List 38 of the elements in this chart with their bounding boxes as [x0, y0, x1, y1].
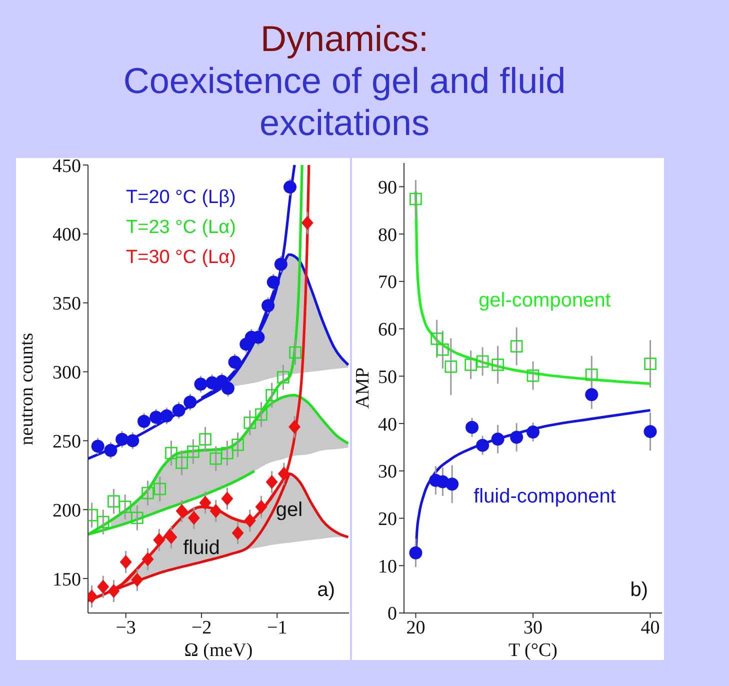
series-label: fluid-component [474, 485, 616, 508]
x-tick-label: 40 [640, 617, 660, 638]
y-axis-title: AMP [352, 367, 374, 409]
y-tick-label: 70 [378, 272, 397, 294]
x-tick-label: −1 [267, 617, 288, 638]
annotation: b) [630, 579, 648, 602]
x-tick-label: −3 [116, 617, 136, 638]
y-tick-label: 10 [378, 556, 397, 578]
x-tick-label: −2 [191, 617, 212, 638]
y-tick-label: 150 [52, 569, 81, 590]
text: T=20 °C (Lβ) [126, 186, 236, 210]
y-tick-label: 200 [52, 500, 81, 522]
y-tick-label: 60 [378, 320, 397, 341]
text: T=30 °C (Lα) [126, 246, 236, 270]
y-tick-label: 300 [52, 362, 81, 384]
y-tick-label: 0 [388, 604, 397, 625]
y-tick-label: 50 [378, 366, 397, 388]
y-tick-label: 400 [52, 224, 81, 246]
y-tick-label: 450 [52, 156, 81, 177]
chart-subtitle: Coexistence of gel and fluid excitations [122, 60, 567, 144]
series-label: gel [276, 498, 303, 521]
x-tick-label: 20 [406, 617, 426, 638]
y-tick-label: 350 [52, 294, 81, 315]
text: T=23 °C (Lα) [126, 216, 236, 240]
text: gel-component [478, 290, 612, 312]
y-tick-label: 40 [378, 414, 397, 436]
x-axis-title: T (°C) [508, 640, 558, 661]
annotation: a) [317, 579, 335, 602]
y-tick-label: 30 [378, 462, 397, 483]
y-tick-label: 80 [378, 224, 397, 246]
y-axis-title: neutron counts [16, 332, 38, 446]
y-tick-label: 250 [52, 431, 81, 452]
x-tick-label: 30 [524, 617, 542, 638]
y-tick-label: 90 [378, 177, 397, 198]
y-tick-label: 20 [378, 509, 397, 530]
x-axis-title: Ω (meV) [184, 640, 253, 661]
series-label: fluid [183, 536, 220, 559]
chart-title: Dynamics: [259, 18, 430, 60]
